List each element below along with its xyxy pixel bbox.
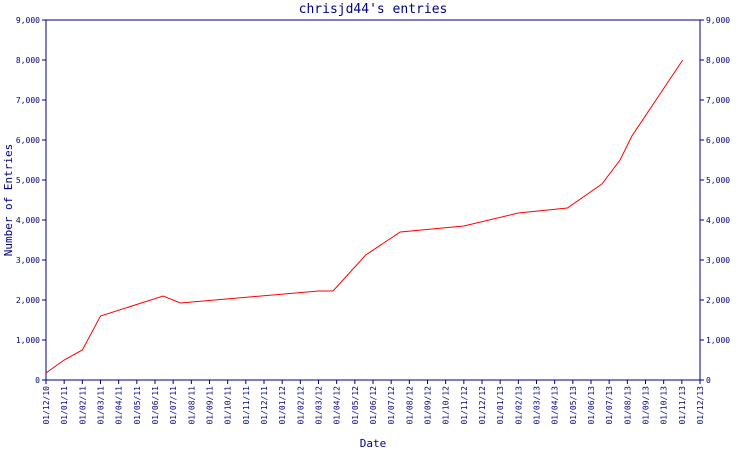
y-tick-label: 8,000 [16, 56, 40, 65]
y2-tick-label: 8,000 [706, 56, 730, 65]
x-tick-label: 01/11/11 [242, 386, 251, 425]
x-tick-label: 01/07/12 [387, 386, 396, 425]
x-tick-label: 01/10/13 [660, 386, 669, 425]
y2-tick-label: 5,000 [706, 176, 730, 185]
x-tick-label: 01/05/12 [351, 386, 360, 425]
x-tick-label: 01/12/11 [260, 386, 269, 425]
chart-title: chrisjd44's entries [299, 2, 448, 17]
y-tick-label: 5,000 [16, 176, 40, 185]
plot-frame [45, 19, 701, 381]
y2-tick-label: 7,000 [706, 96, 730, 105]
x-tick-label: 01/03/11 [97, 386, 106, 425]
y2-tick-label: 4,000 [706, 216, 730, 225]
y-tick-label: 7,000 [16, 96, 40, 105]
x-tick-label: 01/06/13 [587, 386, 596, 425]
x-tick-label: 01/01/12 [278, 386, 287, 425]
y2-tick-label: 6,000 [706, 136, 730, 145]
y-tick-label: 1,000 [16, 336, 40, 345]
x-tick-label: 01/02/13 [514, 386, 523, 425]
y2-tick-label: 3,000 [706, 256, 730, 265]
x-tick-label: 01/09/13 [642, 386, 651, 425]
x-tick-label: 01/08/13 [623, 386, 632, 425]
x-tick-label: 01/05/13 [569, 386, 578, 425]
y-tick-label: 4,000 [16, 216, 40, 225]
y-tick-label: 0 [35, 376, 40, 385]
x-tick-label: 01/06/11 [151, 386, 160, 425]
x-tick-label: 01/03/12 [315, 386, 324, 425]
x-tick-label: 01/10/11 [224, 386, 233, 425]
x-tick-label: 01/04/12 [333, 386, 342, 425]
y-tick-label: 9,000 [16, 16, 40, 25]
x-tick-label: 01/12/10 [42, 386, 51, 425]
y-axis-label: Number of Entries [2, 144, 15, 257]
x-tick-label: 01/06/12 [369, 386, 378, 425]
y-tick-label: 6,000 [16, 136, 40, 145]
x-tick-label: 01/09/12 [424, 386, 433, 425]
y2-tick-label: 9,000 [706, 16, 730, 25]
x-tick-label: 01/11/13 [678, 386, 687, 425]
x-tick-label: 01/05/11 [133, 386, 142, 425]
x-tick-label: 01/07/11 [169, 386, 178, 425]
y-tick-label: 2,000 [16, 296, 40, 305]
x-tick-label: 01/01/11 [60, 386, 69, 425]
x-tick-label: 01/08/12 [405, 386, 414, 425]
y2-tick-label: 1,000 [706, 336, 730, 345]
x-tick-label: 01/04/13 [551, 386, 560, 425]
y-tick-label: 3,000 [16, 256, 40, 265]
x-tick-label: 01/08/11 [187, 386, 196, 425]
y2-tick-label: 2,000 [706, 296, 730, 305]
x-tick-label: 01/01/13 [496, 386, 505, 425]
x-tick-label: 01/12/13 [696, 386, 705, 425]
x-tick-label: 01/04/11 [115, 386, 124, 425]
x-tick-label: 01/11/12 [460, 386, 469, 425]
x-tick-label: 01/10/12 [442, 386, 451, 425]
data-line [45, 59, 684, 374]
x-tick-label: 01/07/13 [605, 386, 614, 425]
x-tick-label: 01/02/12 [296, 386, 305, 425]
y2-tick-label: 0 [706, 376, 711, 385]
x-tick-label: 01/12/12 [478, 386, 487, 425]
x-tick-label: 01/09/11 [206, 386, 215, 425]
x-tick-label: 01/02/11 [78, 386, 87, 425]
x-tick-label: 01/03/13 [533, 386, 542, 425]
x-axis-label: Date [360, 437, 387, 450]
